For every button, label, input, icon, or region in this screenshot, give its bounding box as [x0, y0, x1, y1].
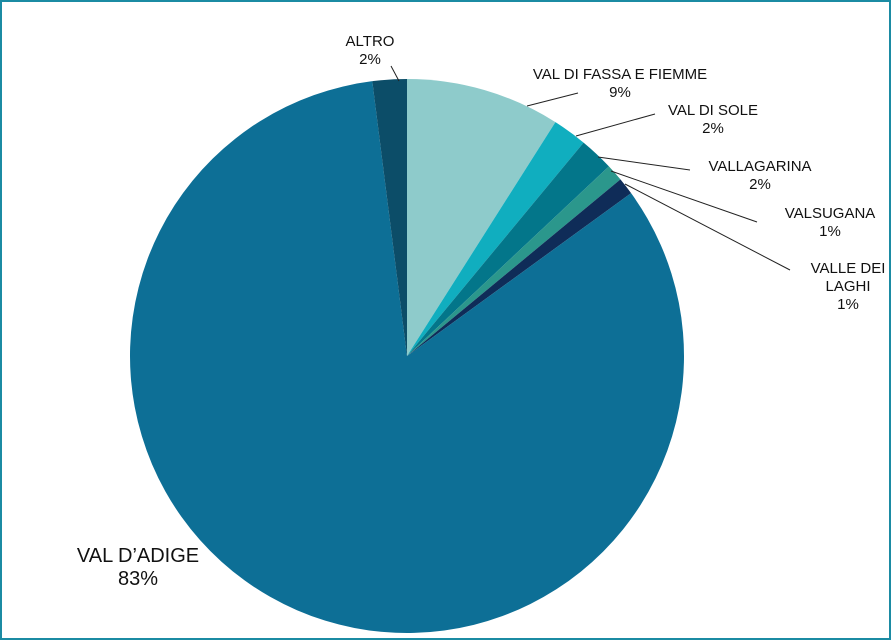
pie-slice — [407, 166, 621, 356]
leader-line — [390, 65, 400, 82]
category-name: VAL DI FASSA E FIEMME — [532, 66, 708, 83]
pie-slice — [407, 122, 584, 357]
slice-label: VAL DI SOLE 2% — [668, 102, 758, 138]
category-name: VALSUGANA — [784, 205, 876, 222]
category-name: VALLE DEI LAGHI — [810, 260, 886, 295]
category-name: VAL DI SOLE — [667, 102, 759, 119]
category-name: VAL D’ADIGE — [76, 545, 200, 567]
leader-line — [610, 170, 758, 223]
percent-label: 83% — [117, 568, 159, 590]
leader-line — [624, 183, 791, 271]
leader-line — [575, 113, 656, 137]
percent-label: 9% — [609, 84, 631, 101]
slice-label: VALLAGARINA 2% — [708, 158, 811, 194]
pie-slice — [129, 81, 685, 634]
pie-slice — [407, 79, 556, 356]
slice-label: VALSUGANA 1% — [785, 205, 876, 241]
percent-label: 2% — [749, 176, 771, 193]
leader-line — [597, 156, 691, 171]
percent-label: 2% — [359, 51, 381, 68]
percent-label: 2% — [702, 120, 724, 137]
pie-slice — [407, 142, 609, 356]
slice-label: VALLE DEI LAGHI 1% — [798, 260, 889, 314]
percent-label: 1% — [819, 223, 841, 240]
category-name: VALLAGARINA — [708, 158, 812, 175]
slice-label: VAL DI FASSA E FIEMME 9% — [533, 66, 707, 102]
category-name: ALTRO — [345, 33, 395, 50]
pie-slice — [407, 179, 632, 356]
leader-line — [526, 92, 579, 107]
slice-label: ALTRO 2% — [346, 33, 395, 69]
slice-label: VAL D’ADIGE 83% — [77, 545, 199, 591]
pie-slice — [372, 79, 407, 356]
percent-label: 1% — [837, 296, 859, 313]
